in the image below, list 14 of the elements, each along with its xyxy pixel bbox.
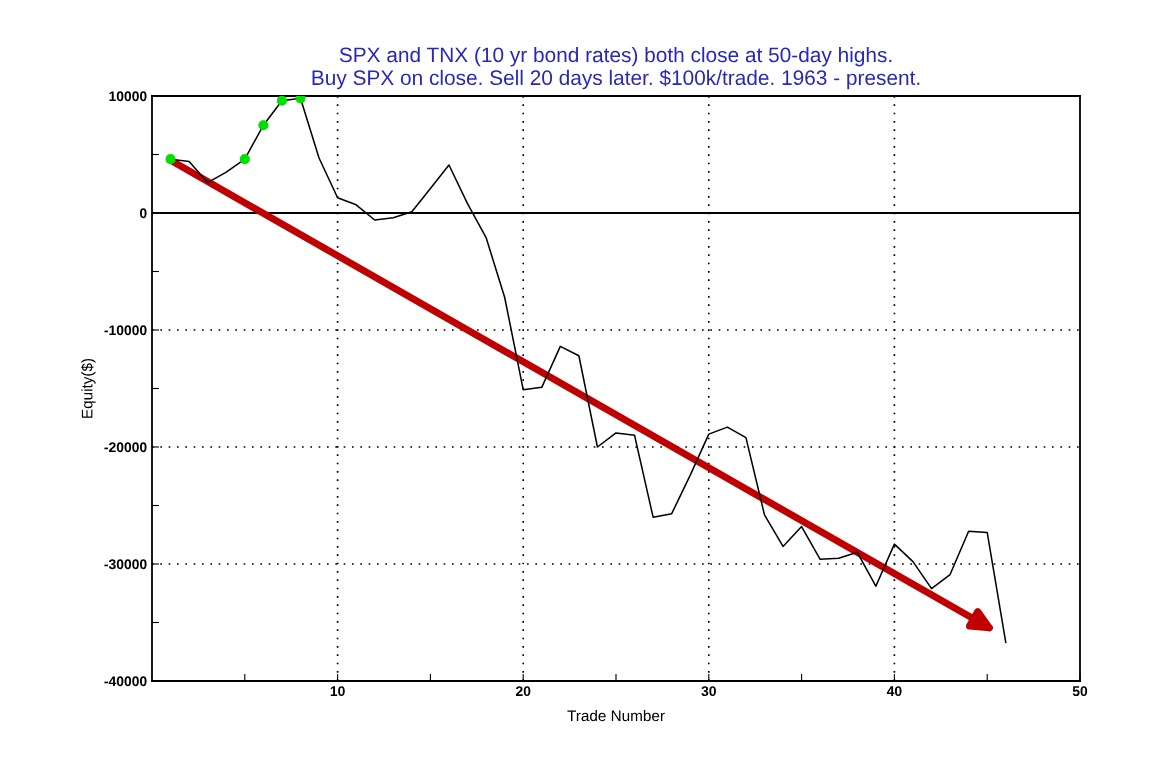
x-tick-label: 30 — [701, 686, 716, 697]
y-tick-label: -40000 — [104, 676, 147, 687]
x-tick-label: 10 — [330, 686, 345, 697]
y-tick-label: -20000 — [104, 442, 147, 453]
y-axis-title: Equity($) — [81, 358, 96, 418]
chart-title: SPX and TNX (10 yr bond rates) both close at 50-day highs. Buy SPX on close. Sell 20 days later. $100k/trade. 1963 - present. — [312, 46, 920, 90]
x-axis-title: Trade Number — [567, 709, 665, 722]
y-tick-label: -30000 — [104, 559, 147, 570]
x-tick-label: 40 — [886, 686, 902, 697]
y-tick-label: 0 — [139, 208, 147, 219]
x-tick-label: 20 — [515, 686, 531, 697]
y-tick-label: 10000 — [109, 91, 147, 102]
x-tick-label: 50 — [1072, 686, 1088, 697]
y-tick-label: -10000 — [104, 325, 147, 336]
